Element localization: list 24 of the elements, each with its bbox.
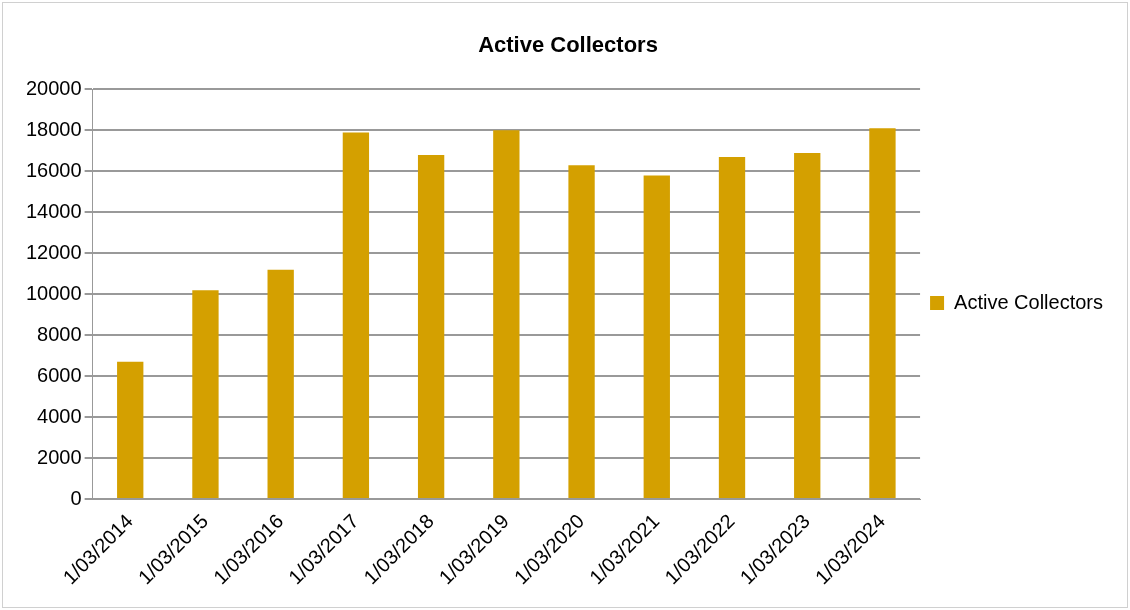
- y-tick-label: 4000: [37, 404, 82, 427]
- bar: [117, 361, 144, 499]
- bar: [267, 269, 294, 499]
- y-tick-label: 2000: [37, 445, 82, 468]
- y-tick-label: 6000: [37, 363, 82, 386]
- bar: [869, 128, 896, 499]
- bar: [417, 154, 445, 499]
- bar: [493, 130, 520, 499]
- y-tick-label: 12000: [25, 240, 82, 263]
- y-tick-label: 18000: [25, 117, 82, 140]
- y-tick-label: 20000: [25, 76, 82, 99]
- y-tick-label: 8000: [37, 322, 82, 345]
- bar: [568, 165, 595, 499]
- bar: [192, 290, 219, 499]
- bar: [718, 157, 746, 499]
- bar: [342, 132, 370, 499]
- y-tick-label: 10000: [25, 281, 82, 304]
- y-tick-label: 14000: [25, 199, 82, 222]
- y-tick-label: 0: [70, 486, 82, 509]
- bar: [794, 152, 821, 499]
- y-tick-label: 16000: [25, 158, 82, 181]
- legend-label: Active Collectors: [954, 290, 1103, 313]
- bar: [643, 175, 670, 499]
- chart-title: Active Collectors: [478, 32, 658, 58]
